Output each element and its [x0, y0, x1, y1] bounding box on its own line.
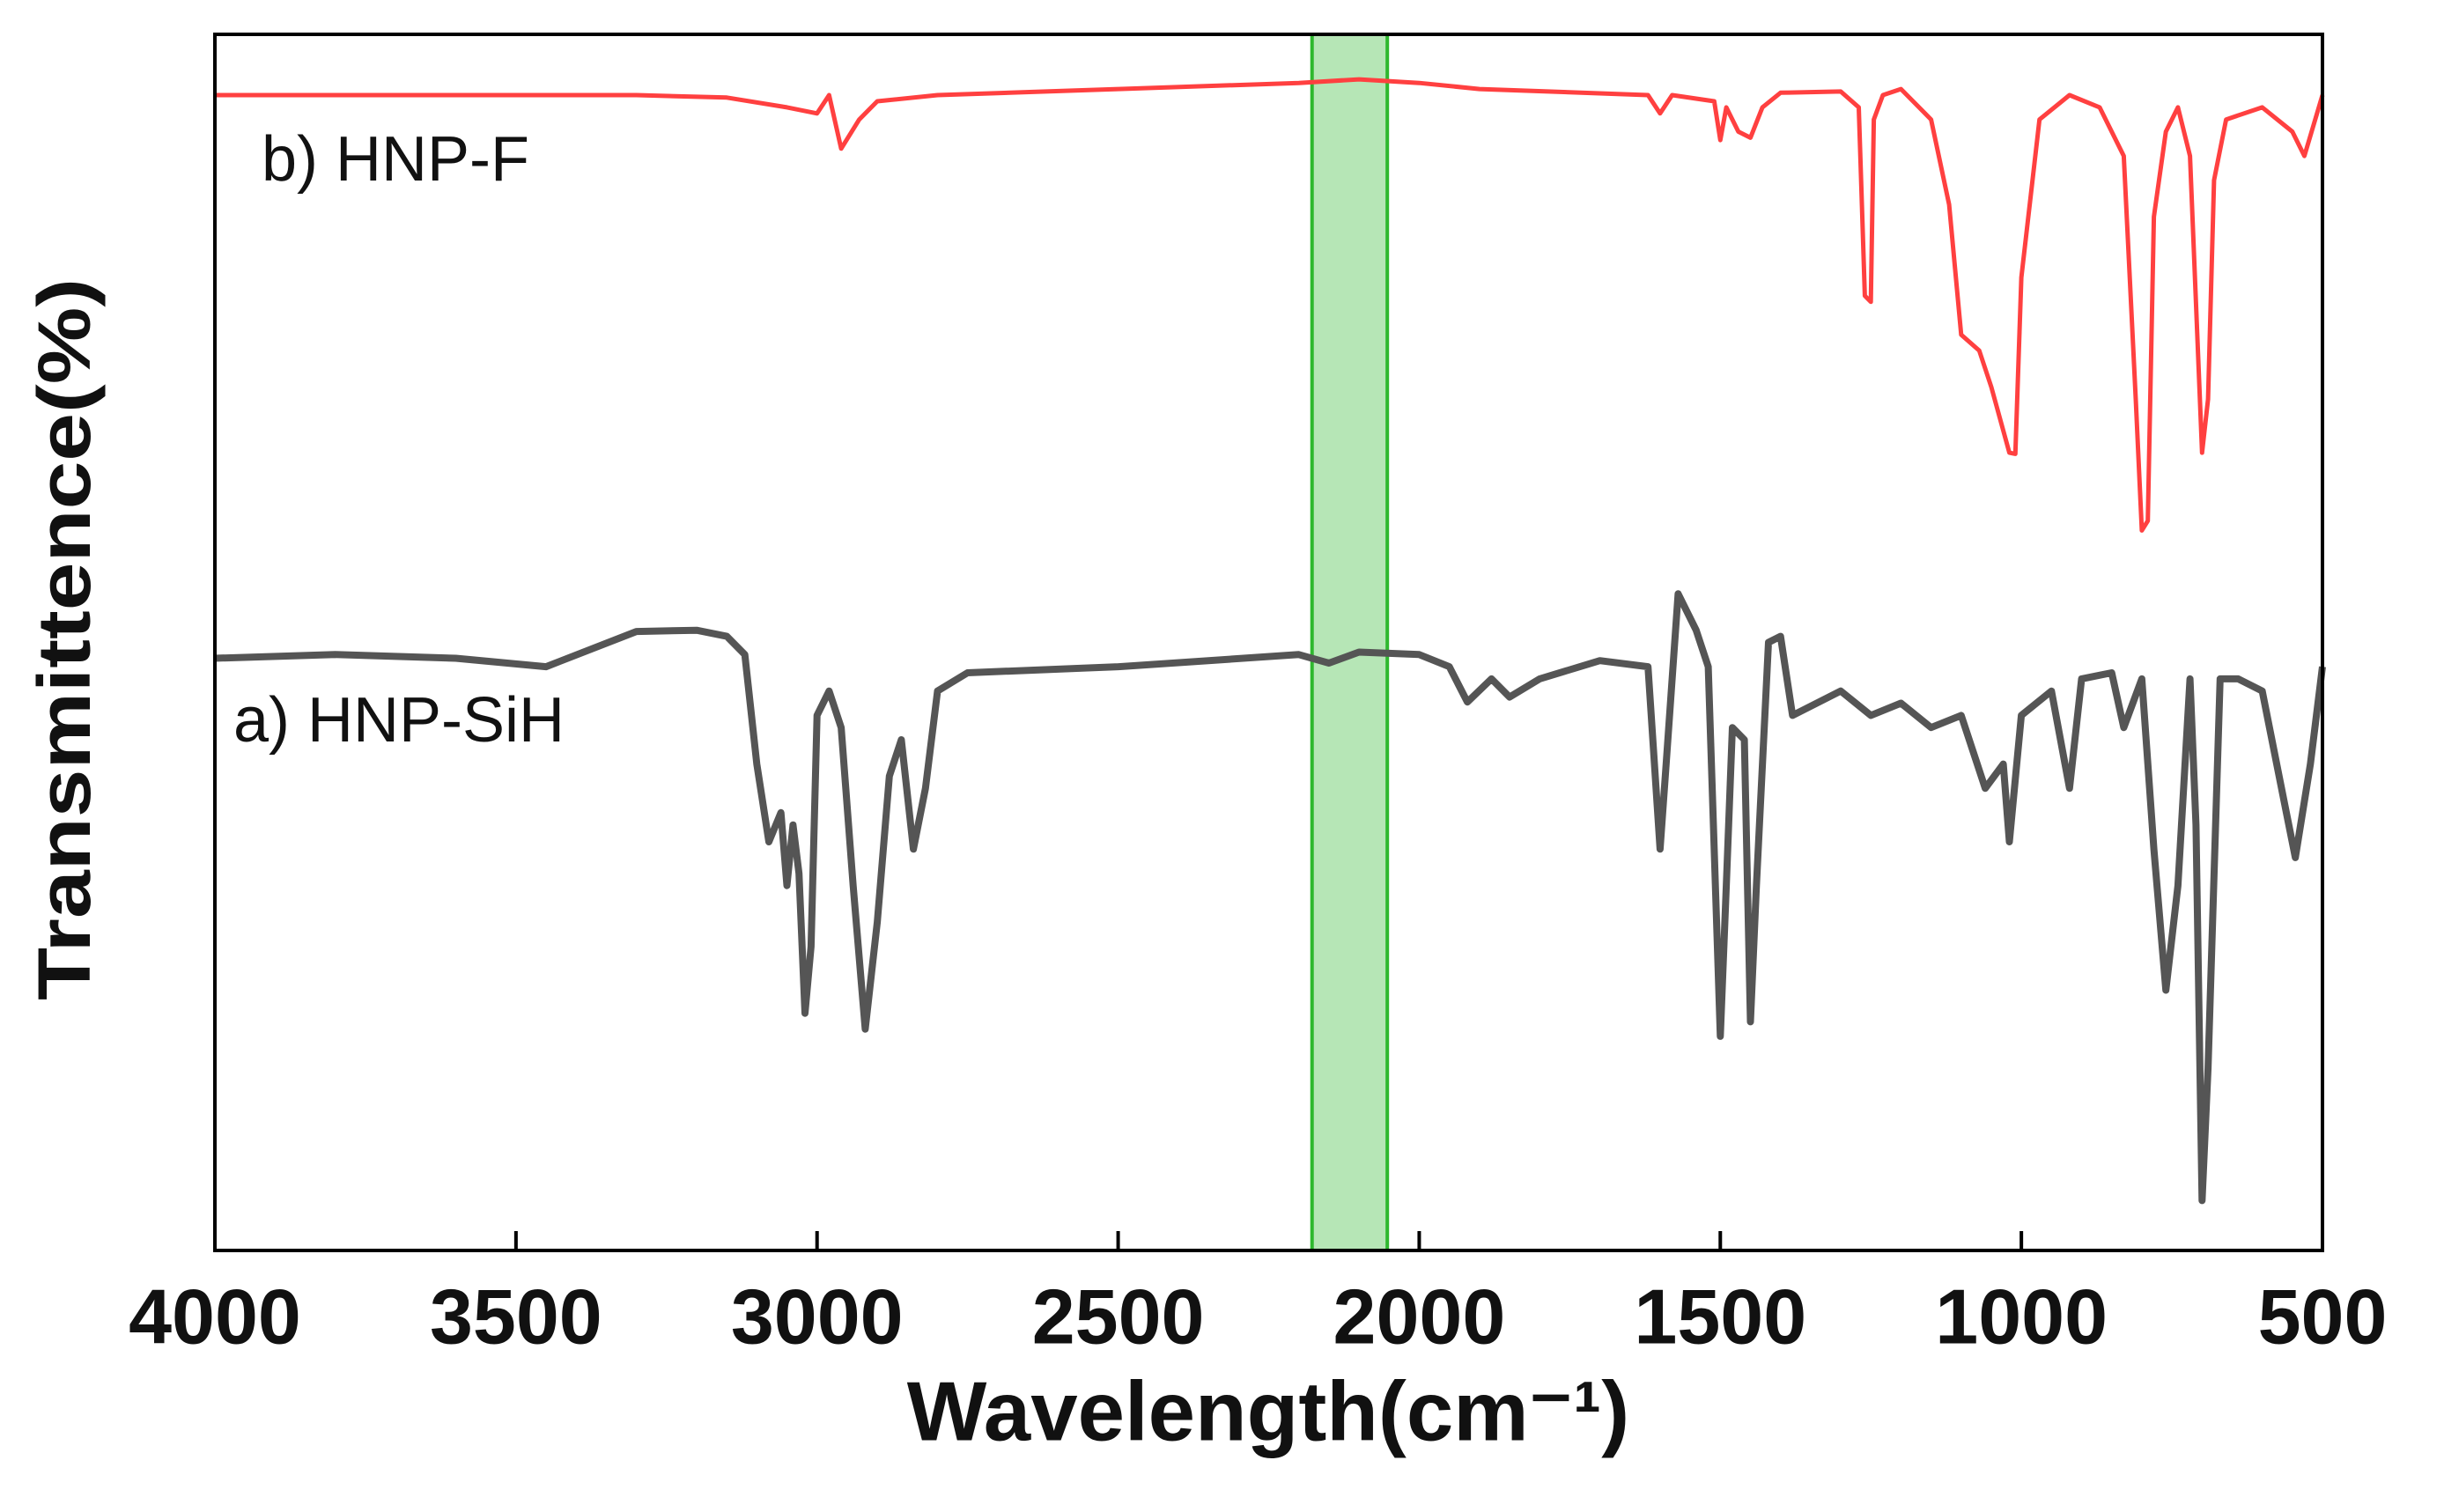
x-tick-label: 4000: [129, 1272, 301, 1360]
y-axis-label: Transmittence(%): [23, 278, 106, 1000]
x-tick-label: 2000: [1333, 1272, 1506, 1360]
x-tick-label: 1500: [1634, 1272, 1806, 1360]
plot-frame: [213, 33, 2324, 1252]
x-tick-label: 2500: [1032, 1272, 1205, 1360]
x-tick-label: 3000: [731, 1272, 904, 1360]
x-tick-label: 1000: [1935, 1272, 2108, 1360]
spectrum-line: [215, 77, 2325, 533]
series-label: a) HNP-SiH: [233, 685, 565, 756]
series-label: b) HNP-F: [262, 124, 529, 195]
spectrum-line: [214, 590, 2326, 1205]
x-axis-label: Wavelength(cm⁻¹): [907, 1364, 1630, 1458]
highlight-band: [1310, 33, 1390, 1252]
x-tick-label: 3500: [430, 1272, 602, 1360]
x-tick-label: 500: [2258, 1272, 2388, 1360]
